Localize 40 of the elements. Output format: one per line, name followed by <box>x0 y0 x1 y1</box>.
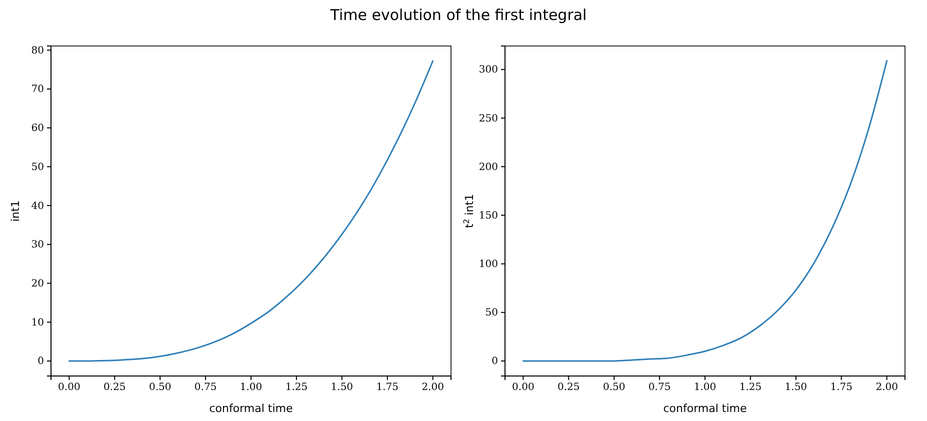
y-tick-label: 60 <box>31 123 44 134</box>
x-tick-label: 2.00 <box>422 382 444 394</box>
x-tick-label: 0.25 <box>558 382 580 394</box>
y-tick-label: 70 <box>31 84 44 96</box>
y-tick-label: 20 <box>31 278 44 290</box>
y-tick-label: 80 <box>31 45 44 56</box>
x-tick-label: 1.00 <box>240 382 262 394</box>
x-tick-label: 0.75 <box>648 382 671 394</box>
y-tick-label: 100 <box>478 259 498 270</box>
y-tick-label: 50 <box>31 162 44 173</box>
x-axis-title: conformal time <box>663 402 747 415</box>
x-tick-label: 1.75 <box>376 382 398 394</box>
x-tick-label: 0.50 <box>602 382 626 394</box>
line-series <box>522 60 888 362</box>
y-tick-label: 40 <box>31 200 44 212</box>
y-tick-label: 150 <box>478 210 498 222</box>
y-tick-label: 200 <box>478 162 498 173</box>
y-tick-label: 50 <box>485 308 498 319</box>
x-tick-label: 0.75 <box>194 382 217 394</box>
y-tick-label: 0 <box>492 356 498 368</box>
x-tick-label: 2.00 <box>876 382 898 394</box>
y-tick-label: 250 <box>478 113 498 124</box>
y-tick-label: 10 <box>31 317 44 328</box>
x-tick-label: 0.50 <box>148 382 172 394</box>
y-tick-label: 300 <box>478 64 498 76</box>
y-tick-label: 30 <box>31 240 44 251</box>
chart-title: Time evolution of the first integral <box>329 6 587 24</box>
x-tick-label: 0.25 <box>104 382 126 394</box>
x-tick-label: 1.25 <box>739 382 762 394</box>
x-tick-label: 1.50 <box>330 382 354 394</box>
x-tick-label: 1.00 <box>694 382 716 394</box>
y-axis-title: int1 <box>9 200 22 222</box>
x-axis-title: conformal time <box>209 402 293 415</box>
y-tick-label: 0 <box>38 356 44 368</box>
x-tick-label: 1.75 <box>830 382 852 394</box>
x-tick-label: 0.00 <box>512 382 534 394</box>
x-tick-label: 1.50 <box>784 382 808 394</box>
x-tick-label: 0.00 <box>58 382 80 394</box>
line-series <box>68 60 434 362</box>
x-tick-label: 1.25 <box>285 382 308 394</box>
